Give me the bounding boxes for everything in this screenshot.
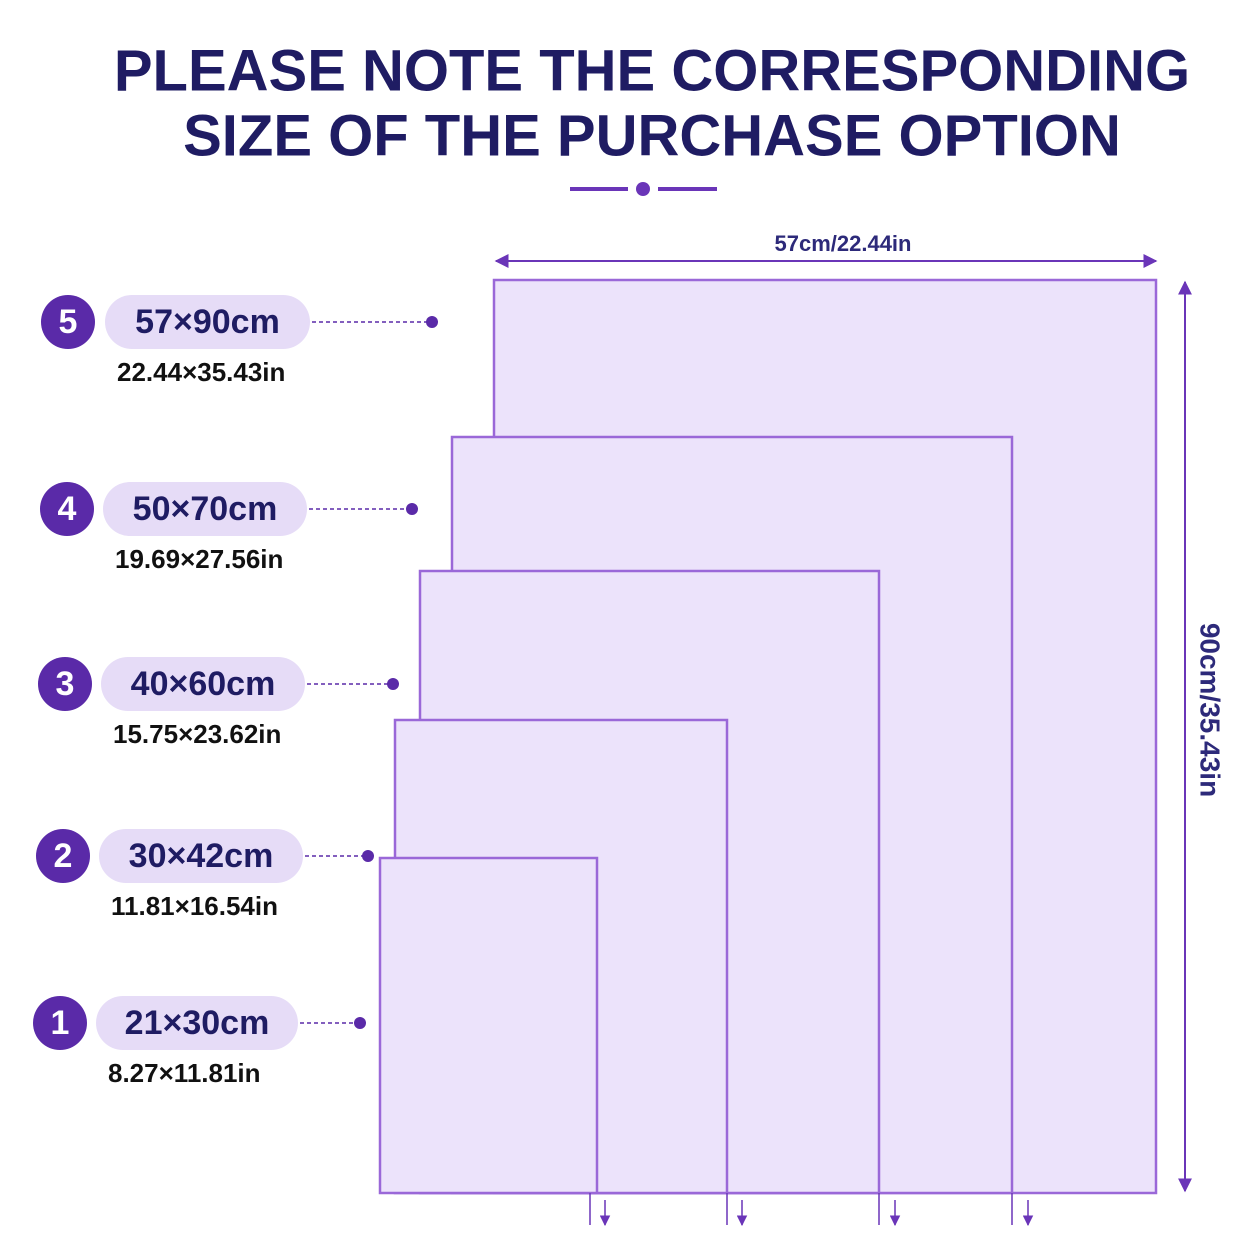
size-pill [103,482,307,536]
size-inches: 11.81×16.54in [111,891,278,921]
size-inches: 8.27×11.81in [108,1058,261,1088]
sheets [378,278,1158,1195]
badge-number: 1 [51,1004,70,1042]
leader-dot [387,678,399,690]
title-line: PLEASE NOTE THE CORRESPONDING [114,38,1190,103]
size-pill [96,996,298,1050]
badge [40,482,94,536]
size-cm: 57×90cm [135,303,280,341]
badge [36,829,90,883]
leader-dot [426,316,438,328]
height-label: 90cm/35.43in [1195,623,1226,797]
badge-number: 3 [56,665,75,703]
size-cm: 40×60cm [131,665,276,703]
size-inches: 19.69×27.56in [115,544,283,574]
size-cm: 21×30cm [125,1004,270,1042]
badge [38,657,92,711]
width-label: 57cm/22.44in [775,231,912,256]
badge [33,996,87,1050]
size-pill [99,829,303,883]
leader-dot [354,1017,366,1029]
badge [41,295,95,349]
badge-number: 4 [58,490,77,528]
size-cm: 50×70cm [133,490,278,528]
size-cm: 30×42cm [129,837,274,875]
leader-dot [406,503,418,515]
bottom-markers [589,1193,1028,1225]
size-inches: 22.44×35.43in [117,357,285,387]
title-line: SIZE OF THE PURCHASE OPTION [183,103,1121,168]
size-pill [105,295,310,349]
size-inches: 15.75×23.62in [113,719,281,749]
divider [570,182,717,196]
leader-dot [362,850,374,862]
sheet [378,856,599,1195]
size-pill [101,657,305,711]
badge-number: 5 [59,303,78,341]
badge-number: 2 [54,837,73,875]
